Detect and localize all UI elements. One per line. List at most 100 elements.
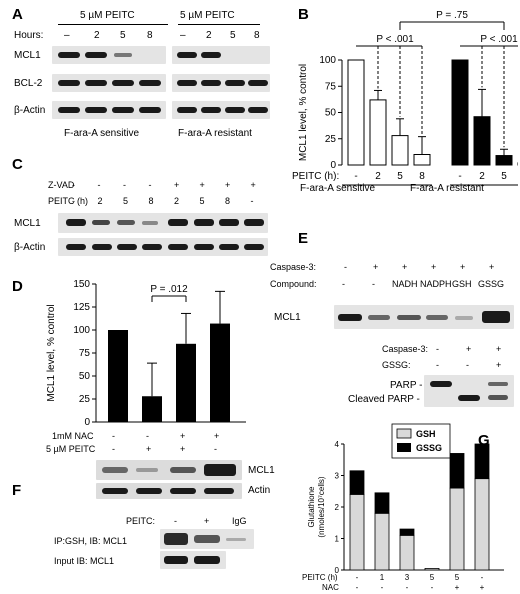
y-tick-label: 0	[84, 417, 90, 428]
caspase-lane-sign: +	[402, 262, 408, 272]
lane-label: 5	[120, 30, 126, 41]
y-tick-label: 100	[73, 325, 90, 336]
bar	[391, 135, 409, 166]
bar-gssg	[474, 443, 490, 480]
bar	[451, 59, 469, 166]
p-value-label: P < .001	[480, 34, 518, 45]
peitc-lane-value: 8	[148, 196, 154, 206]
panel-a-letter: A	[12, 6, 23, 23]
y-axis-label: Glutathione	[307, 486, 316, 527]
panel-a-treatment-resistant: 5 µM PEITC	[180, 10, 235, 21]
y-axis-label: MCL1 level, % control	[298, 64, 309, 161]
x-tick-label: 5	[501, 171, 507, 182]
y-axis-label: MCL1 level, % control	[46, 304, 57, 401]
nac-lane-sign: -	[431, 583, 434, 592]
blot-f-input	[160, 551, 226, 569]
x-row-label: PEITC (h):	[292, 171, 339, 182]
panel-d-letter: D	[12, 278, 23, 295]
row-label-cleaved-parp: Cleaved PARP -	[348, 394, 420, 405]
panel-a-treatment-sensitive: 5 µM PEITC	[80, 10, 135, 21]
p-value-label: P = .012	[150, 284, 188, 295]
bar-gssg	[399, 528, 415, 536]
bar	[347, 59, 365, 166]
y-tick-label: 25	[79, 394, 91, 405]
blot-c-actin	[58, 238, 268, 256]
bar	[495, 155, 513, 166]
blot-e-parp	[424, 375, 514, 407]
x-tick-label: 5	[397, 171, 403, 182]
zvad-lane-sign: -	[123, 180, 126, 190]
nac-lane-sign: -	[381, 583, 384, 592]
blot-mcl1-resistant	[172, 46, 270, 64]
bar-gsh	[424, 568, 440, 571]
bar-gssg	[349, 470, 365, 495]
peitc-lane-value: 8	[225, 196, 231, 206]
x-tick-label: -	[458, 171, 461, 182]
y-tick-label: 0	[335, 566, 340, 575]
peitc-lane-value: 5	[430, 573, 435, 582]
peitc-lane-value: 5	[123, 196, 129, 206]
nac-lane-sign: -	[146, 431, 149, 441]
caspase2-label: Caspase-3:	[382, 344, 429, 354]
lane-label: IgG	[232, 516, 247, 526]
blot-actin-resistant	[172, 101, 270, 119]
panel-a-hours-label: Hours:	[14, 30, 44, 41]
y-tick-label: 50	[79, 371, 91, 382]
blot-d-mcl1	[96, 460, 242, 480]
bar	[413, 154, 431, 166]
gssg-lane-sign: +	[496, 360, 502, 370]
nac-lane-sign: -	[406, 583, 409, 592]
zvad-lane-sign: +	[174, 180, 180, 190]
nac-label: 1mM NAC	[52, 431, 94, 441]
caption-sensitive: F-ara-A sensitive	[64, 128, 140, 139]
y-tick-label: 25	[325, 134, 337, 145]
zvad-lane-sign: +	[199, 180, 205, 190]
panel-a-line-sensitive	[58, 24, 168, 25]
bar-gssg	[449, 453, 465, 489]
lane-label: –	[64, 30, 70, 41]
caspase2-lane-sign: +	[496, 344, 502, 354]
peitc-row-label: PEITC (h)	[302, 573, 338, 582]
row-label-actin: Actin	[248, 485, 271, 496]
lane-label: –	[180, 30, 186, 41]
row-label-actin: β-Actin	[14, 242, 46, 253]
bar-gsh	[349, 494, 365, 571]
compound-label: Compound:	[270, 279, 317, 289]
peitc-label: 5 µM PEITC	[46, 444, 96, 454]
compound-lane-label: GSSG	[478, 279, 505, 289]
y-tick-label: 100	[319, 55, 336, 66]
chart-b-caption-sensitive: F-ara-A sensitive	[300, 183, 376, 194]
y-tick-label: 1	[335, 535, 340, 544]
nac-lane-sign: -	[356, 583, 359, 592]
compound-lane-label: -	[342, 279, 345, 289]
peitc-lane-sign: +	[146, 444, 152, 454]
row-label-mcl1: MCL1	[14, 50, 41, 61]
lane-label: +	[204, 516, 210, 526]
peitc-lane-value: 3	[405, 573, 410, 582]
blot-d-actin	[96, 483, 242, 499]
nac-lane-sign: +	[455, 583, 460, 592]
chart-d-svg: 0 25 50 75 100 125 150 MCL1 level, % control P =…	[46, 279, 246, 428]
zvad-lane-sign: +	[250, 180, 256, 190]
lane-label: 2	[206, 30, 212, 41]
x-tick-label: -	[354, 171, 357, 182]
panel-g-letter: G	[478, 432, 490, 449]
bar-gssg	[374, 492, 390, 514]
caspase-lane-sign: +	[489, 262, 495, 272]
bar	[369, 99, 387, 166]
peitc-lane-value: -	[250, 196, 254, 206]
x-tick-label: 2	[479, 171, 485, 182]
peitc-lane-value: 2	[97, 196, 103, 206]
gssg-label: GSSG:	[382, 360, 411, 370]
panel-a-line-resistant	[178, 24, 260, 25]
y-tick-label: 125	[73, 302, 90, 313]
row-label-mcl1: MCL1	[274, 312, 301, 323]
legend-label-gsh: GSH	[416, 429, 436, 439]
compound-lane-label: NADPH	[420, 279, 452, 289]
blot-bcl2-sensitive	[52, 74, 166, 92]
nac-lane-sign: +	[480, 583, 485, 592]
lane-label: 5	[230, 30, 236, 41]
gssg-lane-sign: -	[466, 360, 469, 370]
bar-gsh	[449, 487, 465, 571]
